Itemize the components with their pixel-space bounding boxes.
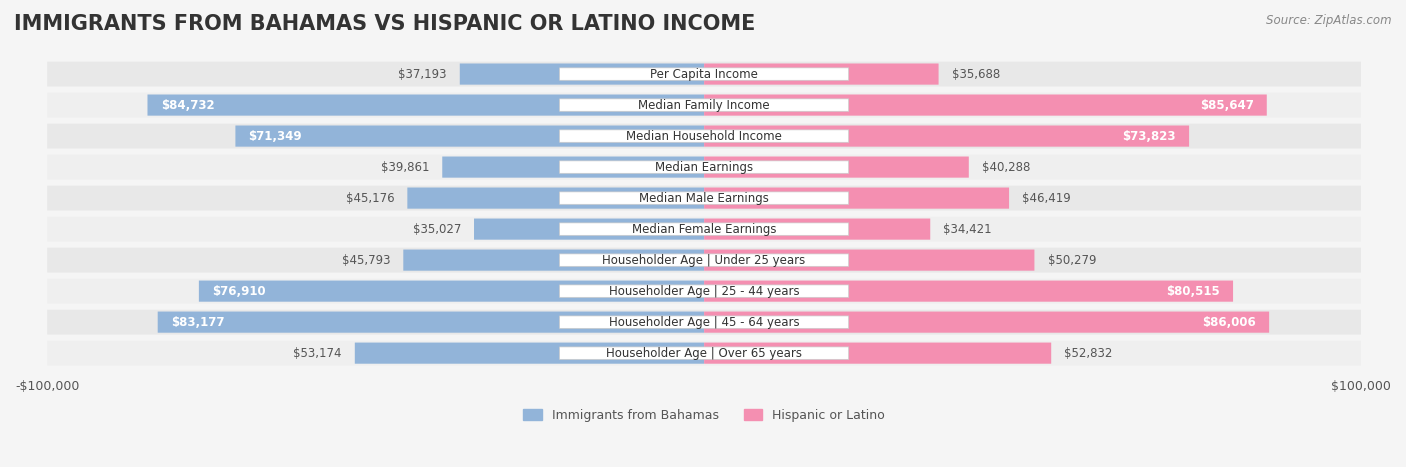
FancyBboxPatch shape — [560, 347, 849, 359]
FancyBboxPatch shape — [704, 311, 1270, 333]
FancyBboxPatch shape — [704, 64, 939, 85]
Text: $40,288: $40,288 — [981, 161, 1031, 174]
FancyBboxPatch shape — [48, 62, 1361, 86]
Text: Median Female Earnings: Median Female Earnings — [631, 223, 776, 236]
FancyBboxPatch shape — [48, 310, 1361, 334]
FancyBboxPatch shape — [48, 217, 1361, 241]
Text: Median Earnings: Median Earnings — [655, 161, 754, 174]
FancyBboxPatch shape — [48, 341, 1361, 366]
FancyBboxPatch shape — [198, 281, 704, 302]
FancyBboxPatch shape — [560, 316, 849, 328]
FancyBboxPatch shape — [48, 279, 1361, 304]
FancyBboxPatch shape — [48, 92, 1361, 118]
Text: Source: ZipAtlas.com: Source: ZipAtlas.com — [1267, 14, 1392, 27]
FancyBboxPatch shape — [48, 186, 1361, 211]
Legend: Immigrants from Bahamas, Hispanic or Latino: Immigrants from Bahamas, Hispanic or Lat… — [517, 403, 890, 427]
FancyBboxPatch shape — [148, 94, 704, 116]
FancyBboxPatch shape — [48, 248, 1361, 273]
FancyBboxPatch shape — [704, 343, 1052, 364]
FancyBboxPatch shape — [704, 249, 1035, 271]
Text: IMMIGRANTS FROM BAHAMAS VS HISPANIC OR LATINO INCOME: IMMIGRANTS FROM BAHAMAS VS HISPANIC OR L… — [14, 14, 755, 34]
FancyBboxPatch shape — [48, 124, 1361, 149]
Text: Householder Age | 45 - 64 years: Householder Age | 45 - 64 years — [609, 316, 800, 329]
Text: $80,515: $80,515 — [1166, 284, 1220, 297]
FancyBboxPatch shape — [560, 192, 849, 204]
FancyBboxPatch shape — [560, 68, 849, 80]
Text: Householder Age | 25 - 44 years: Householder Age | 25 - 44 years — [609, 284, 800, 297]
FancyBboxPatch shape — [560, 285, 849, 297]
Text: $85,647: $85,647 — [1199, 99, 1254, 112]
Text: $76,910: $76,910 — [212, 284, 266, 297]
FancyBboxPatch shape — [235, 126, 704, 147]
FancyBboxPatch shape — [560, 161, 849, 173]
Text: Per Capita Income: Per Capita Income — [650, 68, 758, 81]
Text: $46,419: $46,419 — [1022, 191, 1071, 205]
FancyBboxPatch shape — [704, 126, 1189, 147]
FancyBboxPatch shape — [704, 219, 931, 240]
FancyBboxPatch shape — [560, 223, 849, 235]
FancyBboxPatch shape — [157, 311, 704, 333]
FancyBboxPatch shape — [474, 219, 704, 240]
FancyBboxPatch shape — [560, 254, 849, 266]
Text: $35,027: $35,027 — [412, 223, 461, 236]
FancyBboxPatch shape — [704, 188, 1010, 209]
Text: Householder Age | Under 25 years: Householder Age | Under 25 years — [603, 254, 806, 267]
FancyBboxPatch shape — [443, 156, 704, 177]
Text: $52,832: $52,832 — [1064, 347, 1112, 360]
Text: $35,688: $35,688 — [952, 68, 1000, 81]
FancyBboxPatch shape — [460, 64, 704, 85]
FancyBboxPatch shape — [560, 99, 849, 111]
Text: $83,177: $83,177 — [172, 316, 225, 329]
FancyBboxPatch shape — [704, 281, 1233, 302]
Text: Median Household Income: Median Household Income — [626, 129, 782, 142]
FancyBboxPatch shape — [704, 156, 969, 177]
Text: $53,174: $53,174 — [294, 347, 342, 360]
Text: $84,732: $84,732 — [160, 99, 214, 112]
Text: Householder Age | Over 65 years: Householder Age | Over 65 years — [606, 347, 803, 360]
FancyBboxPatch shape — [704, 94, 1267, 116]
Text: $34,421: $34,421 — [943, 223, 993, 236]
FancyBboxPatch shape — [404, 249, 704, 271]
Text: $73,823: $73,823 — [1122, 129, 1175, 142]
Text: $39,861: $39,861 — [381, 161, 429, 174]
FancyBboxPatch shape — [560, 130, 849, 142]
FancyBboxPatch shape — [408, 188, 704, 209]
FancyBboxPatch shape — [48, 155, 1361, 179]
Text: $45,176: $45,176 — [346, 191, 394, 205]
Text: $86,006: $86,006 — [1202, 316, 1256, 329]
Text: $37,193: $37,193 — [398, 68, 447, 81]
FancyBboxPatch shape — [354, 343, 704, 364]
Text: $71,349: $71,349 — [249, 129, 302, 142]
Text: Median Male Earnings: Median Male Earnings — [640, 191, 769, 205]
Text: Median Family Income: Median Family Income — [638, 99, 770, 112]
Text: $50,279: $50,279 — [1047, 254, 1097, 267]
Text: $45,793: $45,793 — [342, 254, 389, 267]
